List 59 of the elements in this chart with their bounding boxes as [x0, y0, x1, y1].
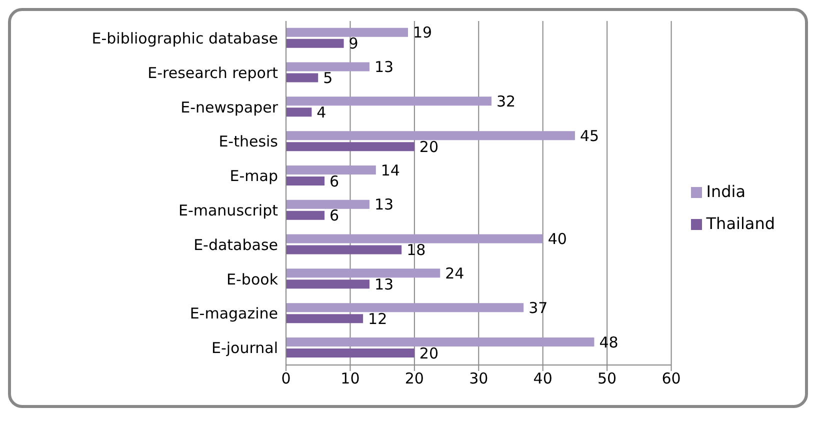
bar — [286, 108, 312, 117]
data-label: 24 — [445, 264, 464, 283]
data-label: 20 — [419, 138, 439, 156]
legend-label: India — [706, 182, 746, 201]
y-tick-label: E-map — [230, 167, 278, 186]
bar — [286, 38, 344, 48]
bar — [286, 142, 414, 152]
bar — [286, 96, 492, 106]
data-label: 9 — [348, 34, 358, 53]
data-label: 18 — [406, 241, 426, 260]
data-label: 40 — [548, 230, 567, 248]
x-tick-label: 10 — [340, 370, 360, 388]
data-label: 48 — [599, 333, 618, 352]
bar — [286, 234, 543, 244]
x-tick-label: 0 — [281, 370, 291, 388]
data-label: 13 — [374, 276, 394, 294]
data-label: 19 — [413, 24, 432, 42]
data-label: 6 — [330, 206, 340, 225]
y-tick-label: E-thesis — [218, 132, 278, 151]
data-label: 5 — [323, 69, 333, 88]
y-tick-label: E-newspaper — [180, 98, 279, 116]
data-label: 45 — [580, 126, 600, 145]
bar — [286, 73, 318, 82]
bar — [286, 176, 325, 186]
data-label: 12 — [368, 310, 388, 328]
data-label: 14 — [380, 161, 400, 180]
data-label: 37 — [528, 298, 548, 317]
data-label: 13 — [374, 58, 394, 76]
x-tick-label: 50 — [598, 370, 617, 388]
y-tick-label: E-magazine — [190, 304, 278, 323]
bar — [286, 245, 402, 254]
data-label: 32 — [496, 92, 516, 111]
bar — [286, 337, 594, 346]
x-tick-label: 30 — [469, 370, 488, 388]
legend-label: Thailand — [706, 214, 775, 233]
x-tick-label: 60 — [662, 370, 681, 388]
y-tick-label: E-database — [194, 236, 278, 254]
bar — [286, 200, 370, 209]
bar — [286, 28, 408, 37]
data-label: 6 — [330, 172, 340, 190]
bar — [286, 348, 414, 358]
y-tick-label: E-journal — [211, 339, 278, 358]
bar — [286, 314, 364, 324]
bar — [286, 210, 325, 220]
bar — [286, 131, 575, 140]
y-tick-label: E-book — [226, 270, 278, 288]
data-label: 13 — [374, 196, 394, 214]
x-tick-label: 20 — [404, 370, 424, 388]
bar — [286, 62, 370, 72]
bar — [286, 280, 370, 289]
x-tick-label: 40 — [533, 370, 552, 388]
bar — [286, 165, 376, 174]
y-tick-label: E-research report — [148, 64, 278, 82]
bar — [286, 303, 524, 312]
data-label: 20 — [419, 344, 439, 362]
bar — [286, 268, 440, 278]
data-label: 4 — [316, 104, 326, 122]
y-tick-label: E-bibliographic database — [92, 30, 278, 48]
y-tick-label: E-manuscript — [178, 202, 278, 220]
